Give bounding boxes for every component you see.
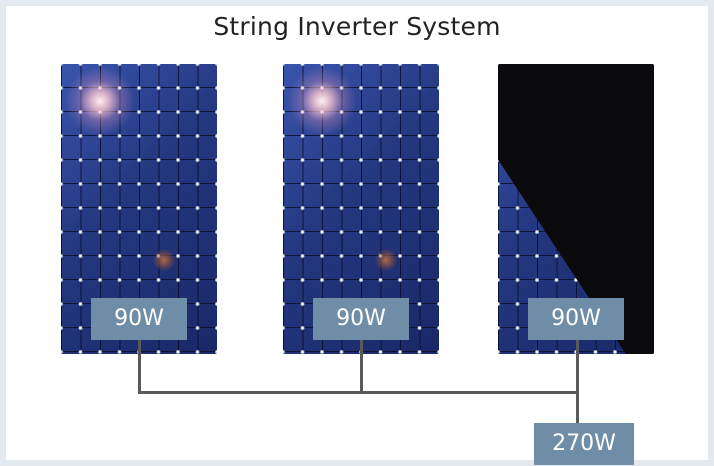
diagram-title: String Inverter System	[213, 12, 501, 41]
panel-2-wattage: 90W	[313, 298, 409, 340]
lens-flare	[375, 249, 397, 271]
wire-drop-2	[360, 340, 363, 393]
sun-glare	[287, 66, 357, 136]
solar-panel-1	[61, 64, 217, 354]
total-output-wattage: 270W	[534, 423, 634, 465]
panel-3-wattage: 90W	[528, 298, 624, 340]
sun-glare	[65, 66, 135, 136]
lens-flare	[153, 249, 175, 271]
wire-bus	[138, 391, 579, 394]
wire-drop-1	[138, 340, 141, 393]
panel-1-wattage: 90W	[91, 298, 187, 340]
wire-drop-3	[576, 340, 579, 425]
